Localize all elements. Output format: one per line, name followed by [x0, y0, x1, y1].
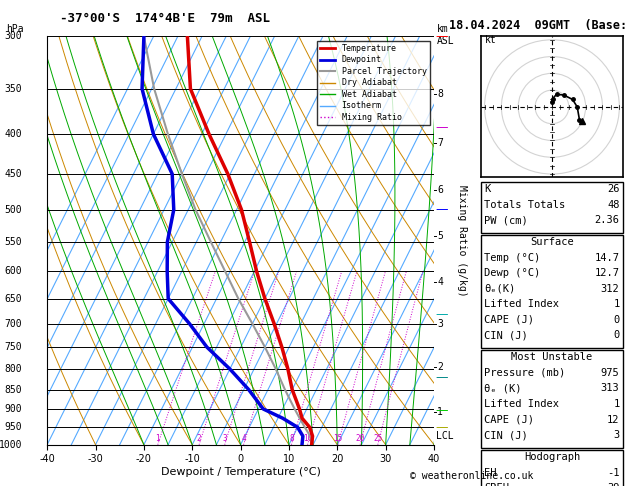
Text: 8: 8: [437, 89, 443, 100]
Text: 650: 650: [4, 294, 22, 304]
Text: 3: 3: [437, 319, 443, 329]
Text: —: —: [435, 121, 448, 134]
Text: CIN (J): CIN (J): [484, 430, 528, 440]
Text: 400: 400: [4, 129, 22, 139]
Text: 900: 900: [4, 404, 22, 414]
Text: 0: 0: [613, 315, 620, 325]
Text: 950: 950: [4, 422, 22, 433]
Text: LCL: LCL: [436, 431, 454, 441]
Text: 12: 12: [607, 415, 620, 425]
Text: —: —: [435, 309, 448, 321]
Text: ASL: ASL: [437, 36, 455, 46]
Text: 26: 26: [607, 184, 620, 194]
Text: 4: 4: [242, 434, 246, 443]
Text: © weatheronline.co.uk: © weatheronline.co.uk: [410, 471, 533, 481]
Text: Pressure (mb): Pressure (mb): [484, 368, 565, 378]
Text: 10: 10: [303, 434, 312, 443]
Text: 1: 1: [155, 434, 160, 443]
Text: —: —: [435, 30, 448, 43]
Text: 25: 25: [373, 434, 382, 443]
Text: 14.7: 14.7: [594, 253, 620, 263]
Text: 1000: 1000: [0, 440, 22, 450]
Text: 500: 500: [4, 205, 22, 215]
Text: -1: -1: [607, 468, 620, 478]
Text: 750: 750: [4, 342, 22, 352]
Text: Surface: Surface: [530, 237, 574, 247]
Text: 300: 300: [4, 32, 22, 41]
Text: —: —: [435, 203, 448, 216]
Text: Most Unstable: Most Unstable: [511, 352, 593, 363]
Text: 5: 5: [437, 231, 443, 241]
Text: CAPE (J): CAPE (J): [484, 415, 534, 425]
Text: 1: 1: [613, 299, 620, 310]
Text: hPa: hPa: [6, 24, 24, 34]
Text: 3: 3: [613, 430, 620, 440]
Text: 850: 850: [4, 384, 22, 395]
Text: —: —: [435, 421, 448, 434]
Text: 450: 450: [4, 169, 22, 179]
Text: 6: 6: [437, 185, 443, 195]
Text: SREH: SREH: [484, 483, 509, 486]
Text: Temp (°C): Temp (°C): [484, 253, 540, 263]
Text: 39: 39: [607, 483, 620, 486]
Text: kt: kt: [484, 35, 496, 45]
Text: 8: 8: [289, 434, 294, 443]
Text: CIN (J): CIN (J): [484, 330, 528, 341]
Text: 350: 350: [4, 84, 22, 94]
Text: 700: 700: [4, 319, 22, 329]
Text: 550: 550: [4, 237, 22, 247]
Text: 48: 48: [607, 200, 620, 210]
Text: —: —: [435, 371, 448, 384]
Text: K: K: [484, 184, 491, 194]
Text: 313: 313: [601, 383, 620, 394]
Text: Mixing Ratio (g/kg): Mixing Ratio (g/kg): [457, 185, 467, 296]
Text: -37°00'S  174°4B'E  79m  ASL: -37°00'S 174°4B'E 79m ASL: [60, 12, 270, 25]
Text: 975: 975: [601, 368, 620, 378]
Text: 800: 800: [4, 364, 22, 374]
X-axis label: Dewpoint / Temperature (°C): Dewpoint / Temperature (°C): [160, 467, 321, 477]
Text: Hodograph: Hodograph: [524, 452, 580, 462]
Text: 2: 2: [437, 363, 443, 372]
Text: 18.04.2024  09GMT  (Base: 06): 18.04.2024 09GMT (Base: 06): [448, 18, 629, 32]
Text: Dewp (°C): Dewp (°C): [484, 268, 540, 278]
Legend: Temperature, Dewpoint, Parcel Trajectory, Dry Adiabat, Wet Adiabat, Isotherm, Mi: Temperature, Dewpoint, Parcel Trajectory…: [316, 41, 430, 125]
Text: 15: 15: [333, 434, 343, 443]
Text: 312: 312: [601, 284, 620, 294]
Text: Lifted Index: Lifted Index: [484, 299, 559, 310]
Text: 3: 3: [223, 434, 227, 443]
Text: Lifted Index: Lifted Index: [484, 399, 559, 409]
Text: 2.36: 2.36: [594, 215, 620, 226]
Text: EH: EH: [484, 468, 497, 478]
Text: PW (cm): PW (cm): [484, 215, 528, 226]
Text: 0: 0: [613, 330, 620, 341]
Text: 2: 2: [197, 434, 201, 443]
Text: θₑ(K): θₑ(K): [484, 284, 516, 294]
Text: —: —: [435, 404, 448, 417]
Text: 1: 1: [613, 399, 620, 409]
Text: km: km: [437, 24, 449, 34]
Text: Totals Totals: Totals Totals: [484, 200, 565, 210]
Text: 600: 600: [4, 266, 22, 277]
Text: CAPE (J): CAPE (J): [484, 315, 534, 325]
Text: 4: 4: [437, 277, 443, 287]
Text: 1: 1: [437, 407, 443, 417]
Text: 12.7: 12.7: [594, 268, 620, 278]
Text: θₑ (K): θₑ (K): [484, 383, 522, 394]
Text: 20: 20: [355, 434, 365, 443]
Text: 7: 7: [437, 138, 443, 148]
